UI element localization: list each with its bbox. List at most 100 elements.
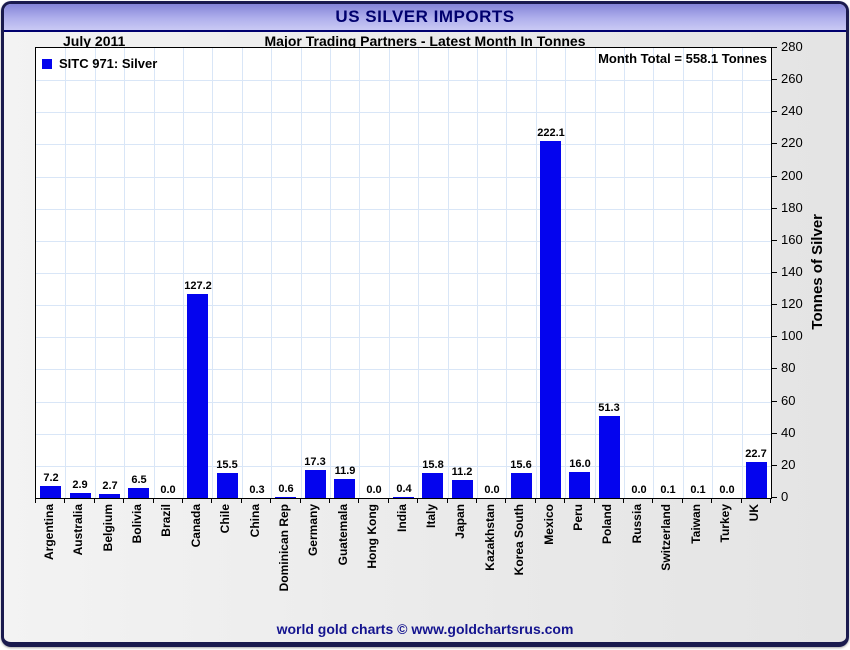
- bar-value-label: 0.0: [631, 484, 647, 496]
- bar-value-label: 0.0: [484, 484, 500, 496]
- x-tick: [770, 498, 771, 503]
- gridline-h: [36, 337, 771, 338]
- bar: [599, 416, 620, 498]
- gridline-h: [36, 273, 771, 274]
- x-axis-label: UK: [747, 504, 761, 522]
- bar-value-label: 2.9: [72, 479, 88, 491]
- x-tick: [594, 498, 595, 503]
- gridline-v: [271, 48, 272, 498]
- x-axis-label: Chile: [218, 504, 232, 534]
- bar-value-label: 16.0: [569, 458, 591, 470]
- title-bar: US SILVER IMPORTS: [4, 4, 846, 32]
- x-tick: [329, 498, 330, 503]
- x-tick: [270, 498, 271, 503]
- y-tick: [771, 176, 777, 177]
- x-tick: [123, 498, 124, 503]
- gridline-v: [477, 48, 478, 498]
- bar-value-label: 0.4: [396, 483, 412, 495]
- x-tick: [623, 498, 624, 503]
- gridline-v: [448, 48, 449, 498]
- x-tick: [358, 498, 359, 503]
- x-tick: [388, 498, 389, 503]
- gridline-v: [154, 48, 155, 498]
- bar-value-label: 0.0: [160, 484, 176, 496]
- gridline-v: [595, 48, 596, 498]
- bar-value-label: 2.7: [102, 480, 118, 492]
- bar: [217, 473, 238, 498]
- x-axis-label: Japan: [453, 504, 467, 539]
- y-tick: [771, 79, 777, 80]
- x-axis-label: Australia: [71, 504, 85, 556]
- bar: [40, 486, 61, 498]
- bar-value-label: 222.1: [537, 127, 565, 139]
- gridline-h: [36, 112, 771, 113]
- y-tick: [771, 401, 777, 402]
- y-tick: [771, 143, 777, 144]
- y-tick: [771, 47, 777, 48]
- legend-label: SITC 971: Silver: [59, 56, 158, 71]
- y-tick-label: 100: [781, 328, 803, 343]
- x-tick: [564, 498, 565, 503]
- y-axis-title: Tonnes of Silver: [808, 214, 826, 330]
- x-tick: [652, 498, 653, 503]
- bar-value-label: 0.1: [690, 484, 706, 496]
- gridline-h: [36, 434, 771, 435]
- bar-value-label: 0.1: [660, 484, 676, 496]
- gridline-h: [36, 209, 771, 210]
- bar: [305, 470, 326, 498]
- bar-value-label: 0.6: [278, 483, 294, 495]
- y-tick-label: 180: [781, 200, 803, 215]
- gridline-v: [536, 48, 537, 498]
- x-axis-label: Kazakhstan: [483, 504, 497, 571]
- y-tick-label: 240: [781, 103, 803, 118]
- y-tick-label: 60: [781, 393, 796, 408]
- bar: [540, 141, 561, 498]
- y-tick: [771, 497, 777, 498]
- bar-value-label: 15.6: [510, 459, 532, 471]
- x-tick: [64, 498, 65, 503]
- bar: [422, 473, 443, 498]
- gridline-h: [36, 466, 771, 467]
- bar: [275, 497, 296, 498]
- y-tick-label: 20: [781, 457, 796, 472]
- x-axis-label: Mexico: [542, 504, 556, 545]
- y-tick-label: 220: [781, 135, 803, 150]
- bar-value-label: 0.0: [366, 484, 382, 496]
- gridline-h: [36, 369, 771, 370]
- y-tick-label: 120: [781, 296, 803, 311]
- x-axis-label: Guatemala: [336, 504, 350, 566]
- bar: [569, 472, 590, 498]
- x-tick: [535, 498, 536, 503]
- bar-value-label: 6.5: [131, 474, 147, 486]
- bar: [334, 479, 355, 498]
- bar: [128, 488, 149, 498]
- gridline-h: [36, 305, 771, 306]
- bar: [70, 493, 91, 498]
- y-tick-label: 40: [781, 425, 796, 440]
- y-tick: [771, 240, 777, 241]
- x-tick: [505, 498, 506, 503]
- x-axis-label: Dominican Rep: [277, 504, 291, 592]
- gridline-h: [36, 144, 771, 145]
- x-axis-label: India: [395, 504, 409, 533]
- month-total-annotation: Month Total = 558.1 Tonnes: [598, 51, 767, 66]
- bar-value-label: 0.0: [719, 484, 735, 496]
- gridline-h: [36, 402, 771, 403]
- x-tick: [741, 498, 742, 503]
- y-tick-label: 200: [781, 168, 803, 183]
- y-tick: [771, 336, 777, 337]
- x-tick: [35, 498, 36, 503]
- legend: SITC 971: Silver: [42, 56, 157, 71]
- gridline-v: [183, 48, 184, 498]
- y-tick: [771, 433, 777, 434]
- gridline-v: [653, 48, 654, 498]
- bar: [511, 473, 532, 498]
- x-axis-label: Poland: [600, 504, 614, 545]
- y-tick: [771, 368, 777, 369]
- gridline-v: [301, 48, 302, 498]
- bar-value-label: 0.3: [249, 484, 265, 496]
- gridline-v: [565, 48, 566, 498]
- chart-subtitle: Major Trading Partners - Latest Month In…: [264, 33, 586, 49]
- period-label: July 2011: [63, 33, 126, 49]
